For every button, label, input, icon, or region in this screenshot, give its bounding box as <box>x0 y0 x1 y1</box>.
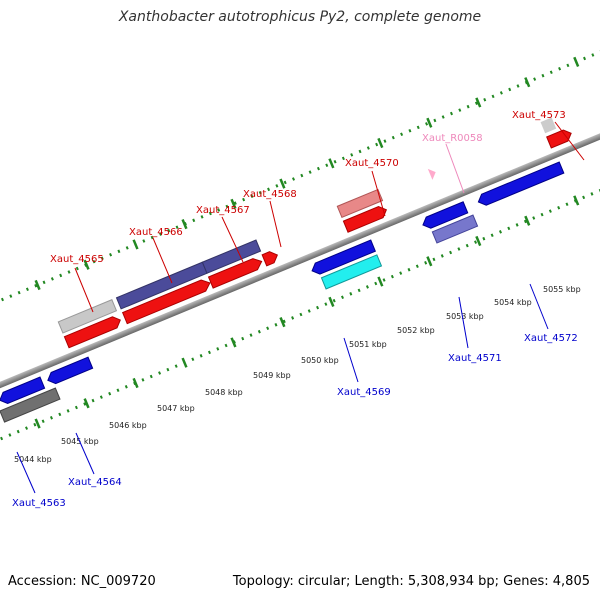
ruler-label: 5051 kbp <box>349 340 387 349</box>
inner-tick <box>132 377 139 389</box>
outer-tick <box>426 117 433 128</box>
inner-tick <box>83 398 90 409</box>
genome-band <box>0 43 600 441</box>
gene-4570-rna-feature[interactable] <box>336 188 384 219</box>
reverse-gene-labels: Xaut_4563 Xaut_4564 Xaut_4569 Xaut_4571 … <box>12 283 578 509</box>
outer-tick <box>132 239 139 250</box>
outer-tick <box>328 158 335 169</box>
ruler-label: 5052 kbp <box>397 326 435 335</box>
gene-label-xaut-4567[interactable]: Xaut_4567 <box>196 205 250 216</box>
outer-tick <box>573 56 580 67</box>
gene-label-xaut-4569[interactable]: Xaut_4569 <box>337 387 391 398</box>
outer-ruler <box>0 43 600 322</box>
accession-label: Accession: NC_009720 <box>8 574 156 589</box>
gene-4567-arrow[interactable] <box>207 256 264 289</box>
gene-4573-extra-feature[interactable] <box>540 117 557 134</box>
leader-line <box>445 143 465 194</box>
leader-line <box>75 432 95 475</box>
gene-label-xaut-4573[interactable]: Xaut_4573 <box>512 110 566 121</box>
genome-summary: Topology: circular; Length: 5,308,934 bp… <box>232 574 590 589</box>
forward-genes <box>57 117 572 349</box>
ruler-label: 5047 kbp <box>157 404 195 413</box>
ruler-label: 5050 kbp <box>301 356 339 365</box>
inner-tick <box>328 296 335 307</box>
inner-tick <box>34 418 41 429</box>
ruler-label: 5046 kbp <box>109 421 147 430</box>
outer-ruler-dots <box>0 43 600 322</box>
outer-tick <box>279 178 286 189</box>
leader-line <box>74 267 94 313</box>
gene-4568-arrow[interactable] <box>261 249 280 267</box>
leader-line <box>371 170 386 217</box>
leader-line <box>269 200 282 248</box>
leader-line <box>554 121 585 161</box>
inner-tick <box>524 215 531 226</box>
gene-label-xaut-4566[interactable]: Xaut_4566 <box>129 227 183 238</box>
ruler-label: 5049 kbp <box>253 371 291 380</box>
gene-label-xaut-4571[interactable]: Xaut_4571 <box>448 353 502 364</box>
gene-4569-feature[interactable] <box>320 254 383 290</box>
gene-label-xaut-4564[interactable]: Xaut_4564 <box>68 477 122 488</box>
gene-label-xaut-4572[interactable]: Xaut_4572 <box>524 333 578 344</box>
outer-tick <box>524 77 531 88</box>
ruler-label: 5044 kbp <box>14 455 52 464</box>
gene-4571-arrow[interactable] <box>421 201 469 231</box>
outer-tick <box>181 219 188 230</box>
gene-4569-arrow[interactable] <box>310 239 377 276</box>
reverse-genes <box>0 161 565 423</box>
gene-4563-arrow[interactable] <box>0 376 46 406</box>
gene-label-xaut-4563[interactable]: Xaut_4563 <box>12 498 66 509</box>
gene-label-xaut-4565[interactable]: Xaut_4565 <box>50 254 104 265</box>
gene-label-xaut-4570[interactable]: Xaut_4570 <box>345 158 399 169</box>
leader-line <box>458 296 469 349</box>
outer-tick <box>83 259 90 270</box>
ruler-label: 5055 kbp <box>543 285 581 294</box>
map-title: Xanthobacter autotrophicus Py2, complete… <box>118 9 482 25</box>
leader-line <box>343 337 359 383</box>
leader-line <box>221 216 244 263</box>
gene-4563-feature[interactable] <box>0 387 61 423</box>
inner-tick <box>475 235 482 247</box>
inner-ruler-dots <box>0 161 600 441</box>
gene-4572-arrow[interactable] <box>476 161 565 208</box>
inner-tick <box>377 276 384 287</box>
gene-4566-arrow[interactable] <box>121 277 213 325</box>
inner-ruler <box>0 161 600 441</box>
gene-4565-feature[interactable] <box>57 299 118 334</box>
gene-4564-arrow[interactable] <box>46 356 94 386</box>
gene-4567-feature[interactable] <box>201 239 262 274</box>
gene-4565-arrow[interactable] <box>63 314 122 349</box>
gene-4571-feature[interactable] <box>431 214 479 244</box>
outer-tick <box>34 279 41 291</box>
gene-r0058-feature[interactable] <box>427 167 438 180</box>
ruler-label: 5053 kbp <box>446 312 484 321</box>
genome-backbone <box>0 114 600 396</box>
inner-tick <box>181 357 188 368</box>
leader-line <box>16 451 36 494</box>
ruler-label: 5048 kbp <box>205 388 243 397</box>
inner-tick <box>426 256 433 267</box>
outer-tick <box>377 137 384 149</box>
leader-line <box>529 283 549 330</box>
leader-line <box>152 237 173 284</box>
inner-tick <box>230 337 237 348</box>
inner-tick <box>279 317 286 328</box>
outer-tick <box>475 97 482 108</box>
outer-tick <box>230 198 237 209</box>
forward-gene-labels: Xaut_4565 Xaut_4566 Xaut_4567 Xaut_4568 … <box>50 110 585 313</box>
inner-tick <box>573 195 580 206</box>
gene-label-xaut-4568[interactable]: Xaut_4568 <box>243 189 297 200</box>
gene-label-xaut-r0058[interactable]: Xaut_R0058 <box>422 133 483 144</box>
ruler-label: 5054 kbp <box>494 298 532 307</box>
